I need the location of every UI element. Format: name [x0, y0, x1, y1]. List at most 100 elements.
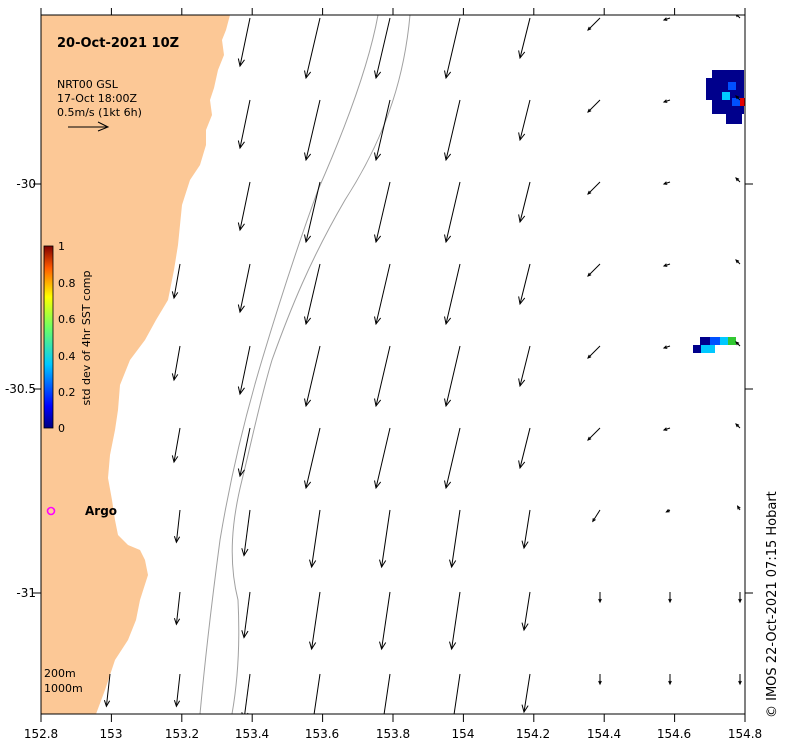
- current-arrow-head: [304, 316, 312, 326]
- current-arrow-head: [738, 598, 742, 604]
- current-arrow: [518, 17, 531, 60]
- x-tick-label: 152.8: [24, 727, 58, 741]
- legend-line: 0.5m/s (1kt 6h): [57, 106, 142, 119]
- current-arrow-shaft: [445, 427, 461, 489]
- current-arrow-head: [587, 26, 592, 31]
- current-arrow: [304, 99, 321, 162]
- current-arrow-head: [662, 17, 668, 21]
- current-arrow-head: [374, 152, 382, 162]
- current-arrow-head: [309, 559, 317, 569]
- sst-patch-north: [706, 70, 745, 124]
- current-arrow: [379, 591, 391, 651]
- current-arrow-head: [521, 704, 529, 714]
- current-arrow: [668, 674, 672, 686]
- current-arrow: [444, 17, 461, 80]
- current-arrow: [444, 263, 461, 326]
- current-arrow: [598, 592, 602, 604]
- scale-arrow-head: [97, 121, 110, 132]
- sst-cell: [700, 337, 710, 345]
- current-arrow-head: [598, 598, 602, 604]
- current-arrow-shaft: [375, 427, 391, 489]
- current-arrow-head: [241, 630, 249, 639]
- current-arrow: [304, 345, 321, 408]
- current-arrow: [444, 99, 461, 162]
- current-arrow-head: [241, 548, 249, 557]
- argo-label: Argo: [85, 504, 117, 518]
- current-arrow-shaft: [523, 509, 531, 549]
- current-arrow-shaft: [519, 17, 531, 59]
- current-arrow-shaft: [445, 99, 461, 161]
- current-arrow-head: [304, 398, 312, 408]
- current-arrow-head: [449, 641, 457, 651]
- current-arrow-head: [521, 622, 529, 632]
- current-arrow-shaft: [519, 99, 531, 141]
- current-arrow-shaft: [375, 345, 391, 407]
- current-arrow-head: [237, 222, 245, 232]
- current-arrow-shaft: [519, 427, 531, 469]
- current-arrow-shaft: [445, 17, 461, 79]
- current-arrow: [304, 181, 321, 244]
- current-arrow-shaft: [523, 591, 531, 631]
- argo-float-marker-icon: [46, 506, 56, 516]
- current-arrow-head: [668, 680, 672, 686]
- contour-1000m: [199, 15, 379, 714]
- current-arrow-head: [374, 70, 382, 80]
- current-arrow-head: [444, 316, 452, 326]
- current-arrow: [518, 181, 531, 224]
- current-arrow: [518, 99, 531, 142]
- current-vectors: [103, 15, 742, 714]
- current-arrow: [518, 345, 531, 388]
- current-arrow-shaft: [445, 181, 461, 243]
- sst-cell: [701, 345, 715, 353]
- current-arrow-head: [173, 536, 181, 544]
- current-arrow: [449, 509, 461, 569]
- current-arrow: [735, 177, 741, 183]
- sst-cell: [740, 98, 745, 106]
- current-arrow: [587, 263, 601, 277]
- current-arrow-head: [304, 234, 312, 244]
- scale-arrow-icon: [68, 121, 110, 132]
- current-arrow-shaft: [451, 591, 461, 650]
- current-arrow-shaft: [587, 427, 601, 441]
- current-arrow-head: [379, 641, 387, 651]
- current-arrow-head: [587, 354, 592, 359]
- current-arrow-head: [735, 259, 740, 264]
- current-arrow: [237, 263, 251, 314]
- current-arrow: [171, 427, 181, 464]
- sst-cell: [706, 78, 714, 100]
- current-arrow-shaft: [175, 509, 181, 543]
- current-arrow: [444, 345, 461, 408]
- current-arrow-shaft: [239, 263, 251, 313]
- current-arrow-shaft: [305, 99, 321, 161]
- sst-cell: [720, 337, 728, 345]
- x-tick-label: 153.6: [305, 727, 339, 741]
- current-arrow-head: [598, 680, 602, 686]
- current-arrow: [241, 591, 251, 639]
- current-arrow-head: [379, 559, 387, 569]
- current-arrow-head: [444, 398, 452, 408]
- y-tick-label: -30: [16, 177, 36, 191]
- current-arrow: [518, 427, 531, 470]
- current-arrow-head: [735, 341, 740, 346]
- current-arrow-shaft: [736, 15, 741, 19]
- current-arrow-shaft: [239, 99, 251, 149]
- current-arrow-head: [518, 214, 526, 224]
- current-arrow-shaft: [445, 345, 461, 407]
- colorbar-tick: 0.4: [58, 350, 76, 363]
- current-arrow-shaft: [453, 673, 461, 714]
- current-arrow-shaft: [587, 345, 601, 359]
- current-arrow: [662, 427, 671, 431]
- x-tick-label: 153: [100, 727, 123, 741]
- current-arrow: [103, 673, 111, 708]
- current-arrow-head: [587, 436, 592, 441]
- current-arrow-head: [662, 181, 668, 185]
- sst-cell: [710, 337, 720, 345]
- y-axis: -30 -30.5 -31: [5, 177, 36, 600]
- current-arrow: [237, 181, 251, 232]
- legend-line: 17-Oct 18:00Z: [57, 92, 137, 105]
- current-arrow-head: [374, 234, 382, 244]
- current-arrow-shaft: [375, 263, 391, 325]
- coastline-land: [41, 15, 230, 714]
- current-arrow-shaft: [305, 181, 321, 243]
- current-arrow: [738, 592, 742, 604]
